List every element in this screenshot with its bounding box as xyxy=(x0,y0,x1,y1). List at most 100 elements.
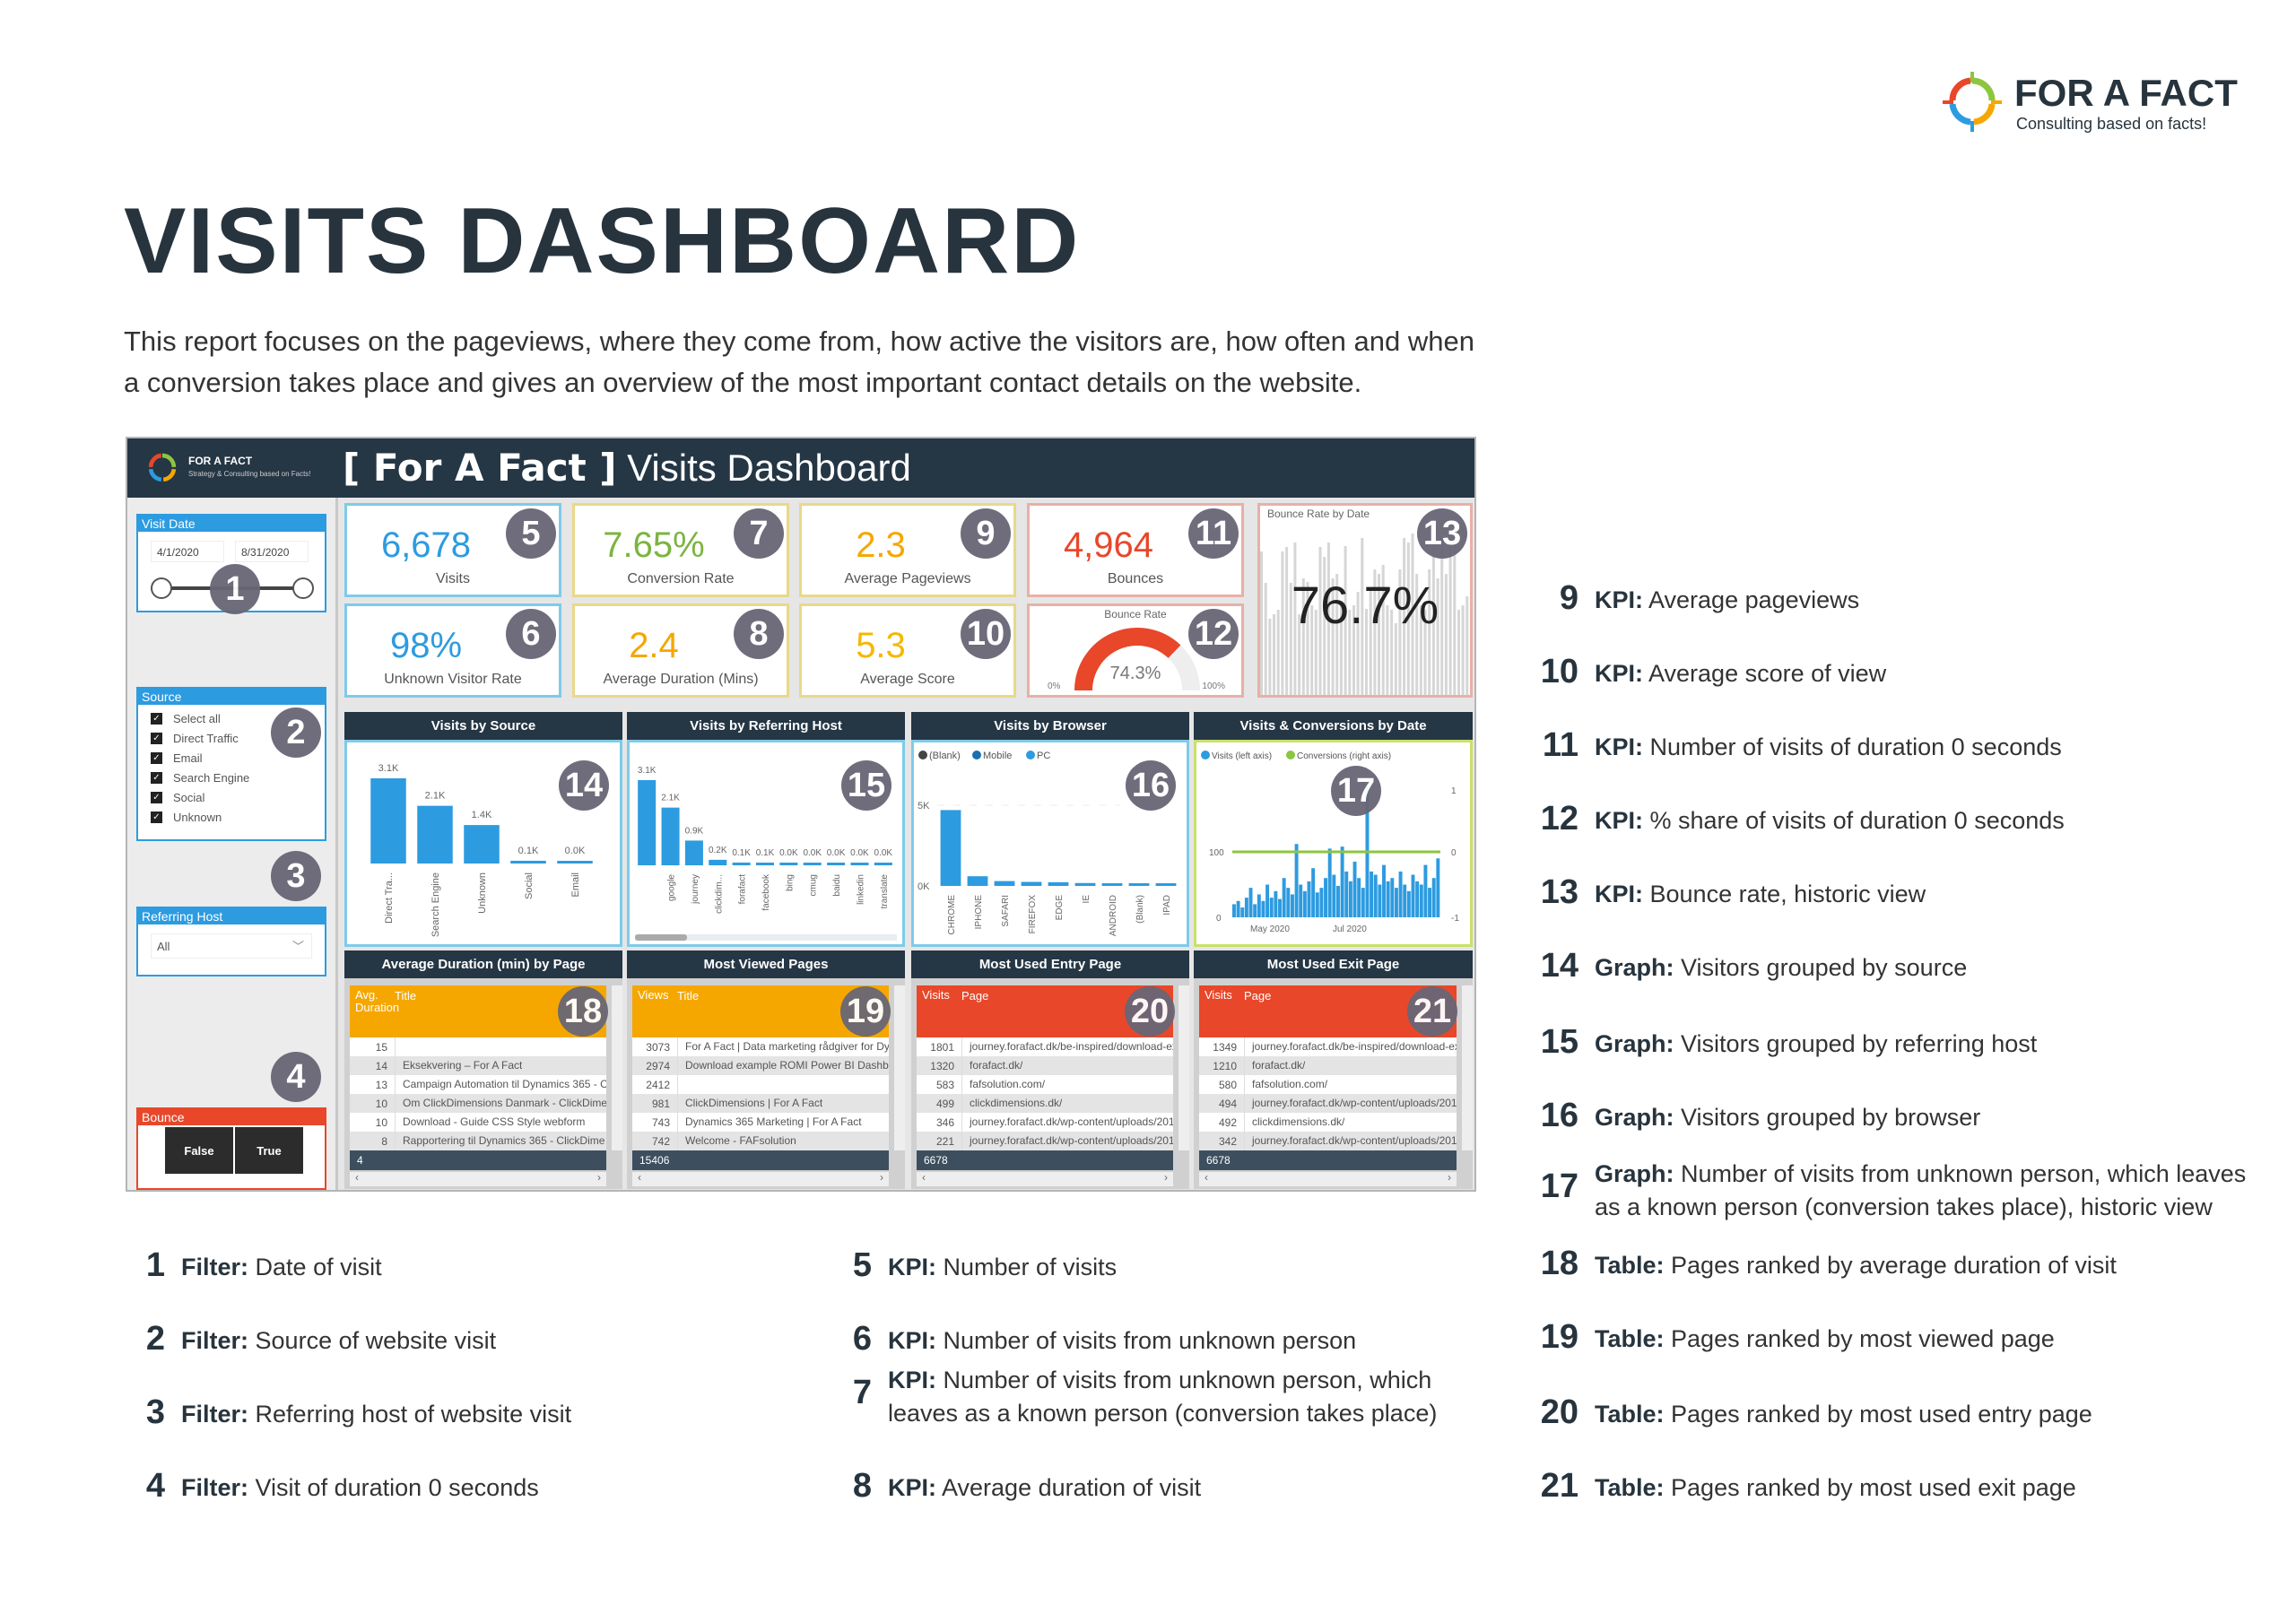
vertical-scrollbar[interactable] xyxy=(1462,985,1473,1150)
visits-bar xyxy=(1336,885,1340,917)
scroll-right-icon[interactable]: › xyxy=(1164,1171,1168,1184)
scroll-right-icon[interactable]: › xyxy=(880,1171,883,1184)
legend-kind: KPI: xyxy=(888,1474,936,1501)
column-header[interactable]: Avg. Duration xyxy=(355,988,400,1014)
table-row[interactable]: 492 clickdimensions.dk/ xyxy=(1199,1113,1457,1132)
table-title: Most Used Entry Page xyxy=(911,950,1189,978)
legend-item: 1 Filter: Date of visit xyxy=(146,1248,382,1284)
column-header[interactable]: Title xyxy=(677,989,700,1002)
source-option[interactable]: ✓ Direct Traffic xyxy=(138,728,325,748)
table-row[interactable]: 3073 For A Fact | Data marketing rådgiver… xyxy=(632,1037,889,1056)
vertical-scrollbar[interactable] xyxy=(1178,985,1189,1150)
table-row[interactable]: 743 Dynamics 365 Marketing | For A Fact xyxy=(632,1113,889,1132)
column-header[interactable]: Visits xyxy=(922,988,950,1002)
sparkline-bar xyxy=(1436,578,1439,695)
bounce-true-button[interactable]: True xyxy=(235,1127,303,1174)
visits-bar xyxy=(1274,890,1278,917)
bar xyxy=(709,859,727,865)
table-row[interactable]: 1320 forafact.dk/ xyxy=(917,1056,1173,1075)
date-from-input[interactable]: 4/1/2020 xyxy=(151,541,224,562)
cell-page: forafact.dk/ xyxy=(1244,1056,1305,1075)
legend-marker xyxy=(1286,751,1295,759)
column-header[interactable]: Page xyxy=(961,989,989,1002)
kpi-label: Average Duration (Mins) xyxy=(603,672,759,687)
scroll-left-icon[interactable]: ‹ xyxy=(922,1171,926,1184)
table-row[interactable]: 981 ClickDimensions | For A Fact xyxy=(632,1094,889,1113)
source-option[interactable]: ✓ Select all xyxy=(138,708,325,728)
cell-page: journey.forafact.dk/wp-content/uploads/2… xyxy=(1244,1132,1457,1150)
date-end-handle[interactable] xyxy=(292,577,314,599)
source-option[interactable]: ✓ Search Engine xyxy=(138,768,325,787)
table-row[interactable]: 494 journey.forafact.dk/wp-content/upload… xyxy=(1199,1094,1457,1113)
scroll-right-icon[interactable]: › xyxy=(1448,1171,1451,1184)
scroll-left-icon[interactable]: ‹ xyxy=(355,1171,359,1184)
referring-host-dropdown[interactable]: All ﹀ xyxy=(151,933,312,959)
scrollbar-thumb[interactable] xyxy=(635,934,688,941)
source-option[interactable]: ✓ Unknown xyxy=(138,807,325,827)
scroll-left-icon[interactable]: ‹ xyxy=(1205,1171,1208,1184)
column-header[interactable]: Visits xyxy=(1205,988,1232,1002)
bar xyxy=(638,780,657,865)
column-header[interactable]: Page xyxy=(1244,989,1272,1002)
scroll-left-icon[interactable]: ‹ xyxy=(638,1171,641,1184)
table-row[interactable]: 1801 journey.forafact.dk/be-inspired/down… xyxy=(917,1037,1173,1056)
bounce-false-button[interactable]: False xyxy=(165,1127,233,1174)
table-row[interactable]: 580 fafsolution.com/ xyxy=(1199,1075,1457,1094)
table-row[interactable]: 10 Om ClickDimensions Danmark - ClickDime xyxy=(350,1094,606,1113)
source-option[interactable]: ✓ Social xyxy=(138,787,325,807)
callout-badge-7: 7 xyxy=(734,508,784,559)
column-header[interactable]: Title xyxy=(395,989,417,1002)
table-row[interactable]: 346 journey.forafact.dk/wp-content/upload… xyxy=(917,1113,1173,1132)
date-start-handle[interactable] xyxy=(151,577,172,599)
table-row[interactable]: 2974 Download example ROMI Power BI Dashb… xyxy=(632,1056,889,1075)
horizontal-scrollbar[interactable]: ‹ › xyxy=(350,1171,606,1186)
table-row[interactable]: 13 Campaign Automation til Dynamics 365 -… xyxy=(350,1075,606,1094)
table-total: 6678 xyxy=(1199,1150,1457,1170)
legend-number: 11 xyxy=(1542,726,1578,764)
horizontal-scrollbar[interactable]: ‹ › xyxy=(917,1171,1173,1186)
table-row[interactable]: 2412 xyxy=(632,1075,889,1094)
vertical-scrollbar[interactable] xyxy=(894,985,905,1150)
column-header[interactable]: Views xyxy=(638,988,669,1002)
data-label: 2.1K xyxy=(661,794,680,803)
bar xyxy=(684,840,703,865)
category-label: linkedin xyxy=(856,874,865,905)
legend-text: Table: Pages ranked by most used entry p… xyxy=(1595,1398,2092,1431)
bar xyxy=(967,876,988,886)
table-row[interactable]: 10 Download - Guide CSS Style webform xyxy=(350,1113,606,1132)
table-row[interactable]: 15 xyxy=(350,1037,606,1056)
vertical-scrollbar[interactable] xyxy=(612,985,622,1150)
legend-text: KPI: Average duration of visit xyxy=(888,1471,1201,1505)
sparkline-bar xyxy=(1406,542,1410,695)
callout-badge-11: 11 xyxy=(1188,508,1239,559)
bar xyxy=(557,861,593,864)
source-option-label: Select all xyxy=(173,711,221,725)
chart-scrollbar[interactable] xyxy=(635,934,897,941)
sparkline-bar xyxy=(1281,551,1284,695)
date-to-input[interactable]: 8/31/2020 xyxy=(235,541,309,562)
table-row[interactable]: 8 Rapportering til Dynamics 365 - ClickDi… xyxy=(350,1132,606,1150)
category-label: ANDROID xyxy=(1109,895,1118,936)
table-row[interactable]: 499 clickdimensions.dk/ xyxy=(917,1094,1173,1113)
cell-value: 342 xyxy=(1218,1134,1237,1148)
visits-bar xyxy=(1415,881,1420,917)
sparkline-bar xyxy=(1453,534,1457,695)
horizontal-scrollbar[interactable]: ‹ › xyxy=(632,1171,889,1186)
table-row[interactable]: 1210 forafact.dk/ xyxy=(1199,1056,1457,1075)
legend-text: KPI: Average pageviews xyxy=(1595,584,1859,617)
chart-title: Visits by Referring Host xyxy=(627,712,905,740)
legend-text: KPI: Number of visits of duration 0 seco… xyxy=(1595,731,2062,764)
table-row[interactable]: 583 fafsolution.com/ xyxy=(917,1075,1173,1094)
bar xyxy=(803,863,822,865)
legend-number: 15 xyxy=(1540,1023,1578,1061)
horizontal-scrollbar[interactable]: ‹ › xyxy=(1199,1171,1457,1186)
table-row[interactable]: 342 journey.forafact.dk/wp-content/upload… xyxy=(1199,1132,1457,1150)
source-option[interactable]: ✓ Email xyxy=(138,748,325,768)
scroll-right-icon[interactable]: › xyxy=(597,1171,601,1184)
table-row[interactable]: 14 Eksekvering – For A Fact xyxy=(350,1056,606,1075)
table-row[interactable]: 742 Welcome - FAFsolution xyxy=(632,1132,889,1150)
dashboard-brand: FOR A FACT xyxy=(188,455,253,467)
table-row[interactable]: 221 journey.forafact.dk/wp-content/upload… xyxy=(917,1132,1173,1150)
category-label: translate xyxy=(880,874,890,909)
table-row[interactable]: 1349 journey.forafact.dk/be-inspired/down… xyxy=(1199,1037,1457,1056)
